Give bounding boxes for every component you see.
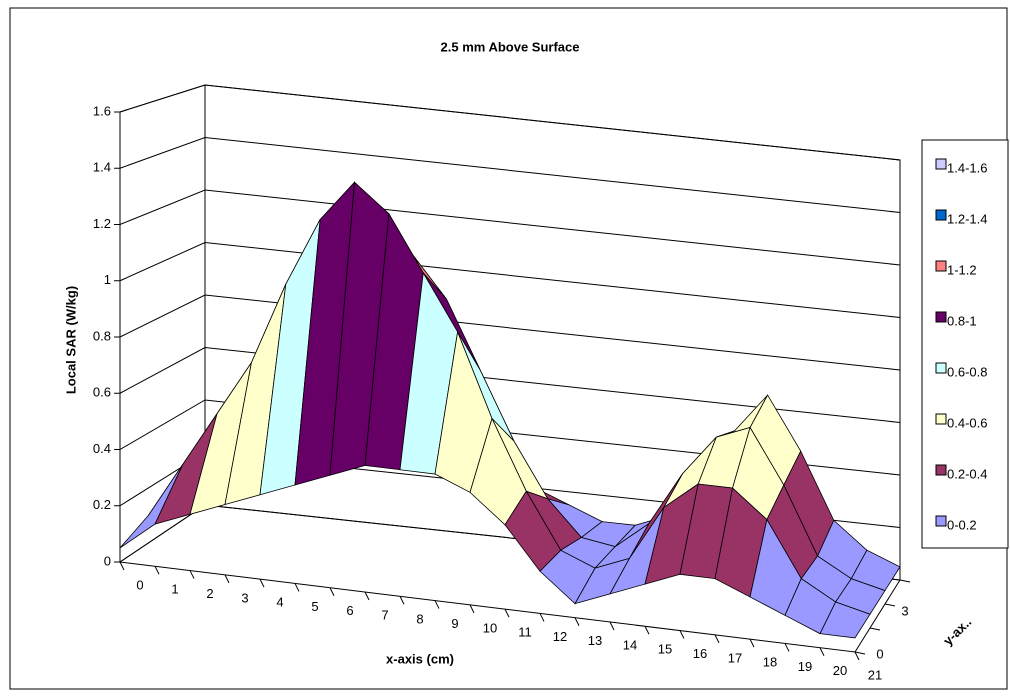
grid-line [119,399,901,476]
grid-line [119,241,901,318]
depth-tick [869,627,881,631]
y-tick-label: 1.6 [93,103,111,118]
x-tick [119,561,125,571]
x-tick-label: 21 [868,667,882,682]
legend-label: 0.8-1 [947,313,977,328]
legend-label: 1-1.2 [947,262,977,277]
depth-tick [899,579,911,583]
x-tick-label: 16 [693,646,707,661]
x-tick-label: 12 [553,629,567,644]
x-tick [434,600,440,609]
x-tick-label: 6 [346,603,353,618]
legend-label: 1.2-1.4 [947,211,987,226]
x-tick [259,578,265,588]
y-tick-label: 0.6 [93,385,111,400]
x-tick-label: 0 [136,577,143,592]
y-tick-label: 0 [104,553,111,568]
legend-swatch [935,464,947,476]
x-tick-label: 20 [833,663,847,678]
depth-tick [884,603,896,607]
y-tick-label: 1.2 [93,216,111,231]
x-tick-label: 3 [241,590,248,605]
x-tick [399,596,405,605]
x-tick [784,643,790,652]
x-tick-label: 11 [518,625,532,640]
depth-tick-label: 3 [901,603,908,618]
x-tick-label: 5 [311,599,318,614]
x-tick [469,604,475,614]
x-tick-label: 8 [416,612,423,627]
x-tick-label: 17 [728,650,742,665]
legend-swatch [935,260,947,272]
x-tick-label: 18 [763,655,777,670]
legend-label: 0.2-0.4 [947,466,987,481]
x-tick-label: 15 [658,642,672,657]
surface-patch [819,601,871,639]
x-tick [574,617,580,626]
legend-swatch [935,311,947,323]
grid-line [119,84,901,161]
y-tick-label: 0.4 [93,441,111,456]
y-axis-title: Local SAR (W/kg) [63,286,78,394]
x-axis-title: x-axis (cm) [386,651,454,666]
chart-title: 2.5 mm Above Surface [441,39,580,54]
x-tick-label: 13 [588,633,602,648]
legend-swatch [935,362,947,374]
x-tick [819,647,825,656]
y-tick-label: 1 [104,272,111,287]
legend-label: 0-0.2 [947,517,977,532]
grid-line [119,189,901,266]
y-tick-label: 1.4 [93,160,111,175]
legend-label: 0.6-0.8 [947,364,987,379]
legend-swatch [935,515,947,527]
y-tick-label: 0.8 [93,328,111,343]
x-tick [364,591,370,601]
legend-label: 1.4-1.6 [947,160,987,175]
legend-box [921,139,1009,549]
x-tick [294,583,300,592]
grid-line [119,136,901,213]
x-tick-label: 7 [381,607,388,622]
x-tick-label: 2 [206,586,213,601]
x-tick-label: 1 [171,582,178,597]
x-tick-label: 4 [276,595,283,610]
x-tick [329,587,335,596]
legend-swatch [935,209,947,221]
depth-tick-label: 0 [876,646,883,661]
x-tick [679,630,685,639]
x-tick [609,621,615,631]
x-tick [539,613,545,622]
x-tick-label: 19 [798,659,812,674]
x-tick-label: 10 [483,620,497,635]
x-tick [854,651,860,661]
grid-line [119,346,901,423]
x-tick [749,638,755,648]
x-tick [189,570,195,579]
x-tick [224,574,230,584]
legend-label: 0.4-0.6 [947,415,987,430]
x-tick-label: 14 [623,637,637,652]
x-tick [644,626,650,635]
depth-tick [854,651,866,655]
grid-line [119,294,901,371]
y-tick-label: 0.2 [93,497,111,512]
x-tick [154,566,160,575]
x-tick [714,634,720,644]
x-tick [504,608,510,618]
legend-swatch [935,158,947,170]
x-tick-label: 9 [451,616,458,631]
legend-swatch [935,413,947,425]
